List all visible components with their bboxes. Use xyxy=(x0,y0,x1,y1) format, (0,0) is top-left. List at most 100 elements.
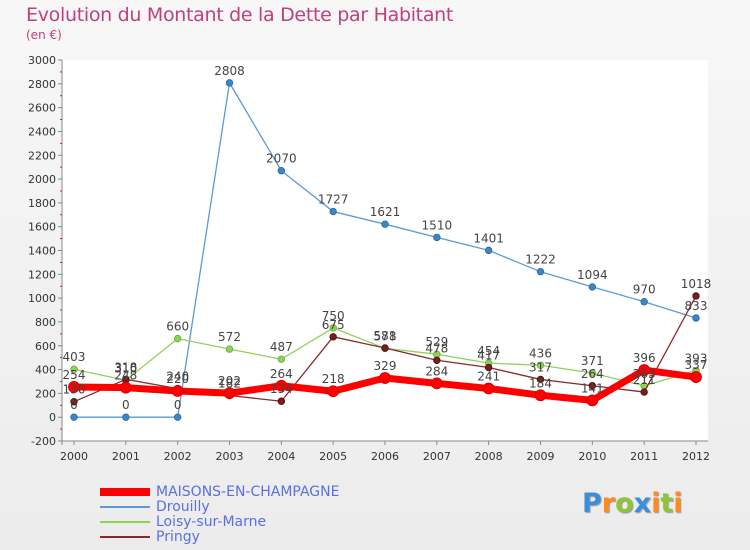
legend-swatch-maisons-en-champagne xyxy=(100,487,150,496)
logo-letter: r xyxy=(601,488,616,519)
data-point-drouilly xyxy=(692,314,700,322)
x-tick-label: 2004 xyxy=(267,450,295,463)
data-label-maisons-en-champagne: 284 xyxy=(425,364,448,378)
y-tick-label: 1200 xyxy=(28,268,56,281)
data-label-drouilly: 1401 xyxy=(473,231,504,245)
data-point-pringy xyxy=(692,292,700,300)
y-tick-label: 600 xyxy=(35,340,56,353)
data-label-pringy: 317 xyxy=(529,360,552,374)
data-label-pringy: 182 xyxy=(218,377,241,391)
data-point-maisons-en-champagne xyxy=(534,389,547,402)
data-point-drouilly xyxy=(173,413,182,421)
data-point-maisons-en-champagne xyxy=(327,385,340,398)
x-tick-label: 2003 xyxy=(216,450,244,463)
x-tick-label: 2000 xyxy=(60,450,88,463)
data-point-maisons-en-champagne xyxy=(223,387,236,400)
data-label-drouilly: 1222 xyxy=(525,253,556,267)
data-point-drouilly xyxy=(329,207,337,216)
x-tick-label: 2002 xyxy=(164,450,192,463)
legend-label-maisons-en-champagne: MAISONS-EN-CHAMPAGNE xyxy=(156,483,340,500)
data-point-maisons-en-champagne xyxy=(119,381,132,394)
line-chart: -200020040060080010001200140016001800200… xyxy=(28,54,712,463)
y-tick-label: 2600 xyxy=(28,102,56,115)
data-label-maisons-en-champagne: 337 xyxy=(685,358,708,372)
data-label-maisons-en-champagne: 248 xyxy=(114,369,137,383)
data-point-drouilly xyxy=(536,267,545,276)
x-tick-label: 2009 xyxy=(527,450,555,463)
data-point-maisons-en-champagne xyxy=(586,394,599,407)
data-label-maisons-en-champagne: 396 xyxy=(633,351,656,365)
x-tick-label: 2010 xyxy=(578,450,606,463)
data-label-drouilly: 1727 xyxy=(318,193,349,207)
data-label-drouilly: 2070 xyxy=(266,152,297,166)
data-point-loisy-sur-marne xyxy=(277,355,286,363)
data-point-pringy xyxy=(277,397,286,405)
data-point-loisy-sur-marne xyxy=(225,345,234,353)
data-label-pringy: 417 xyxy=(477,349,500,363)
data-label-loisy-sur-marne: 578 xyxy=(374,329,397,343)
data-label-drouilly: 1510 xyxy=(422,218,453,232)
y-tick-label: 2200 xyxy=(28,149,56,162)
legend-label-pringy: Pringy xyxy=(156,528,200,545)
data-label-loisy-sur-marne: 572 xyxy=(218,330,241,344)
data-label-maisons-en-champagne: 218 xyxy=(322,372,345,386)
data-label-maisons-en-champagne: 254 xyxy=(63,368,86,382)
data-label-pringy: 318 xyxy=(114,360,137,374)
data-label-loisy-sur-marne: 436 xyxy=(529,346,552,360)
data-label-pringy: 675 xyxy=(322,318,345,332)
data-label-maisons-en-champagne: 184 xyxy=(529,376,552,390)
data-point-pringy xyxy=(536,375,545,384)
data-point-pringy xyxy=(329,333,337,341)
logo-letter: o xyxy=(615,488,634,519)
y-tick-label: 0 xyxy=(49,411,56,424)
data-label-drouilly: 0 xyxy=(122,398,130,412)
y-tick-label: 400 xyxy=(35,364,56,377)
data-label-pringy: 581 xyxy=(374,329,397,343)
legend-swatch-loisy-sur-marne xyxy=(100,520,150,523)
data-point-maisons-en-champagne xyxy=(430,377,443,390)
y-tick-label: 200 xyxy=(35,387,56,400)
data-label-loisy-sur-marne: 263 xyxy=(633,367,656,381)
data-point-maisons-en-champagne xyxy=(171,385,184,397)
data-point-maisons-en-champagne xyxy=(638,364,651,376)
data-point-drouilly xyxy=(433,233,441,242)
data-point-pringy xyxy=(484,363,493,372)
y-tick-label: 2400 xyxy=(28,125,56,138)
data-point-drouilly xyxy=(588,283,597,291)
x-tick-label: 2006 xyxy=(371,450,399,463)
chart-legend: MAISONS-EN-CHAMPAGNE Drouilly Loisy-sur-Ma… xyxy=(100,483,340,545)
y-tick-label: 1400 xyxy=(28,245,56,258)
y-tick-label: -200 xyxy=(31,435,56,448)
data-point-pringy xyxy=(433,356,441,364)
y-tick-label: 2000 xyxy=(28,173,56,186)
data-point-drouilly xyxy=(381,220,389,228)
data-label-maisons-en-champagne: 220 xyxy=(166,372,189,386)
data-label-pringy: 130 xyxy=(63,383,86,397)
data-label-maisons-en-champagne: 264 xyxy=(270,367,293,381)
legend-item-pringy: Pringy xyxy=(100,528,339,545)
data-label-pringy: 240 xyxy=(166,370,189,384)
data-point-loisy-sur-marne xyxy=(173,334,182,343)
data-label-loisy-sur-marne: 487 xyxy=(270,340,293,354)
legend-label-drouilly: Drouilly xyxy=(156,498,210,515)
data-point-drouilly xyxy=(70,413,78,421)
chart-title: Evolution du Montant de la Dette par Hab… xyxy=(26,4,454,26)
data-label-loisy-sur-marne: 529 xyxy=(425,335,448,349)
legend-swatch-pringy xyxy=(100,535,150,538)
data-label-drouilly: 970 xyxy=(633,283,656,297)
x-tick-label: 2001 xyxy=(112,450,140,463)
data-point-pringy xyxy=(588,382,597,390)
legend-swatch-drouilly xyxy=(100,505,150,508)
data-label-maisons-en-champagne: 202 xyxy=(218,374,241,388)
data-point-maisons-en-champagne xyxy=(379,372,391,384)
data-label-loisy-sur-marne: 393 xyxy=(685,351,708,365)
chart-subtitle: (en €) xyxy=(26,28,62,42)
data-point-loisy-sur-marne xyxy=(536,361,545,369)
data-label-pringy: 1018 xyxy=(681,277,712,291)
data-point-pringy xyxy=(70,398,78,406)
data-label-maisons-en-champagne: 329 xyxy=(374,359,397,373)
logo-letter: x xyxy=(633,488,652,519)
proxiti-logo: Proxiti xyxy=(582,488,683,519)
data-point-maisons-en-champagne xyxy=(68,381,80,393)
